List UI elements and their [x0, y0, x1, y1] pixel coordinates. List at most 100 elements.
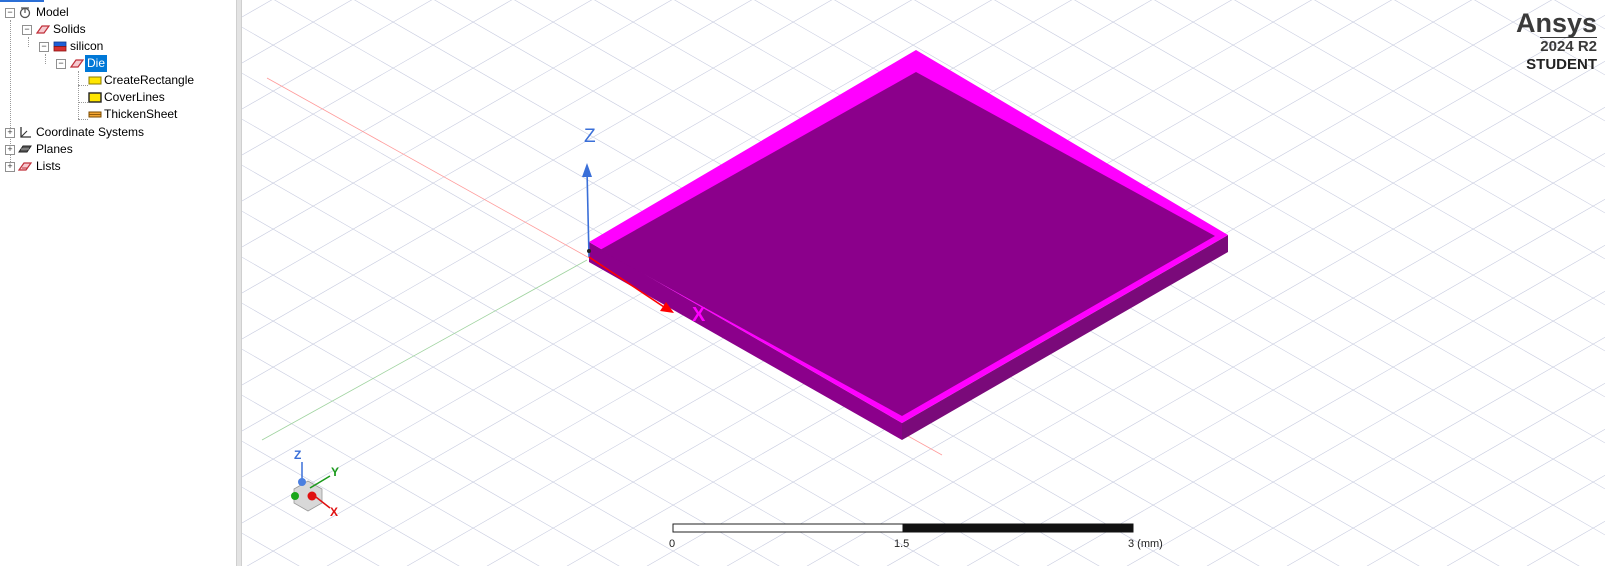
tree-item-coordinate-systems[interactable]: + Coordinate Systems — [0, 124, 230, 141]
die-side-face[interactable] — [902, 235, 1228, 440]
tree-item-coverlines[interactable]: CoverLines — [0, 89, 230, 106]
grid-line — [242, 0, 273, 18]
coordinate-system-icon — [20, 127, 31, 138]
grid-line — [1234, 0, 1605, 214]
orientation-triad[interactable]: Z Y X — [291, 448, 339, 519]
tree-item-createrectangle[interactable]: CreateRectangle — [0, 72, 230, 89]
tree-item-thickensheet[interactable]: ThickenSheet — [0, 106, 230, 123]
x-axis-label: X — [692, 304, 706, 326]
thicken-sheet-icon — [88, 111, 102, 118]
grid-line — [242, 0, 753, 294]
grid-line — [242, 0, 993, 432]
grid-line — [1154, 0, 1605, 260]
tree-top-indicator — [0, 0, 44, 2]
grid-line — [914, 0, 1605, 398]
tree-item-label: silicon — [70, 39, 104, 53]
triad-y-ball-icon — [291, 492, 299, 500]
tree-connector — [78, 102, 88, 103]
grid-line — [1286, 383, 1605, 566]
collapse-toggle-icon[interactable]: − — [56, 59, 66, 69]
grid-line — [834, 0, 1605, 444]
modeler-viewport[interactable]: Z X Z Y X Ansys 2024 R2 STUDENT 0 1.5 3 … — [242, 0, 1605, 566]
triad-x-label: X — [330, 505, 338, 519]
solid-object-icon — [70, 59, 84, 68]
tree-item-label: Die — [85, 55, 108, 72]
tree-connector — [78, 71, 79, 119]
grid-line — [242, 72, 1100, 566]
cover-lines-icon — [88, 92, 102, 103]
tree-item-label: Lists — [36, 159, 61, 173]
tree-connector — [28, 37, 29, 47]
tree-item-label: Coordinate Systems — [36, 125, 145, 139]
tree-item-lists[interactable]: + Lists — [0, 158, 230, 175]
tree-item-label: ThickenSheet — [104, 107, 178, 121]
grid-line — [242, 164, 940, 566]
tree-item-solids[interactable]: − Solids — [0, 21, 230, 38]
z-axis-line — [586, 169, 590, 258]
grid-line — [726, 61, 1605, 566]
tree-item-die[interactable]: − Die — [0, 55, 230, 72]
tree-item-model[interactable]: − Model — [0, 4, 230, 21]
brand-version: 2024 R2 — [1540, 37, 1597, 55]
tree-item-label: CreateRectangle — [104, 73, 195, 87]
expand-toggle-icon[interactable]: + — [5, 128, 15, 138]
tree-item-label: Planes — [36, 142, 73, 156]
grid-line — [242, 0, 513, 156]
grid-line — [1046, 245, 1605, 566]
grid-line — [966, 199, 1605, 566]
z-axis-arrow-icon — [582, 163, 592, 177]
viewport-canvas[interactable]: Z X Z Y X — [242, 0, 1605, 566]
grid-line — [242, 0, 593, 202]
grid-line — [242, 256, 780, 566]
planes-icon — [18, 145, 32, 153]
scale-bar-light-segment — [672, 523, 904, 533]
z-axis-label: Z — [584, 126, 596, 147]
lists-icon — [18, 162, 32, 171]
grid-line — [994, 0, 1605, 352]
tree-connector — [78, 119, 88, 120]
scale-bar-dark-segment — [902, 523, 1134, 533]
grid-line — [242, 210, 860, 566]
brand-edition: STUDENT — [1526, 56, 1597, 73]
scale-label-mid: 1.5 — [894, 538, 910, 550]
tree-item-label: CoverLines — [104, 90, 165, 104]
grid-line — [886, 153, 1605, 566]
grid-line — [806, 107, 1605, 566]
collapse-toggle-icon[interactable]: − — [5, 8, 15, 18]
grid-line — [242, 440, 460, 566]
die-front-face[interactable] — [589, 242, 902, 440]
die-top-face[interactable] — [600, 72, 1215, 416]
material-icon — [53, 41, 67, 52]
tree-item-silicon[interactable]: − silicon — [0, 38, 230, 55]
tree-item-label: Model — [36, 5, 69, 19]
grid-line — [1446, 475, 1605, 566]
grid-line — [242, 302, 700, 566]
grid-line — [1206, 337, 1605, 566]
grid-line — [242, 532, 300, 566]
scale-label-end: 3 (mm) — [1128, 538, 1163, 550]
y-axis-guide-line — [261, 259, 588, 441]
tree-connector — [10, 20, 11, 172]
grid-line — [1074, 0, 1605, 306]
origin-marker — [587, 249, 591, 253]
panel-splitter[interactable] — [236, 0, 242, 566]
project-tree: − Model − Solids − silicon − Die — [0, 0, 236, 566]
triad-y-axis — [309, 475, 331, 489]
grid-line — [1314, 0, 1605, 168]
expand-toggle-icon[interactable]: + — [5, 145, 15, 155]
expand-toggle-icon[interactable]: + — [5, 162, 15, 172]
model-icon — [19, 7, 31, 19]
brand-name: Ansys — [1515, 8, 1597, 38]
grid-line — [242, 0, 673, 248]
tree-item-planes[interactable]: + Planes — [0, 141, 230, 158]
scale-bar — [672, 523, 1134, 533]
grid-line — [1554, 0, 1605, 30]
rectangle-op-icon — [88, 76, 102, 85]
triad-y-label: Y — [331, 465, 339, 479]
solids-icon — [36, 25, 50, 34]
grid-line — [1126, 291, 1605, 566]
tree-connector — [45, 54, 46, 64]
collapse-toggle-icon[interactable]: − — [22, 25, 32, 35]
collapse-toggle-icon[interactable]: − — [39, 42, 49, 52]
triad-z-label: Z — [294, 448, 301, 462]
